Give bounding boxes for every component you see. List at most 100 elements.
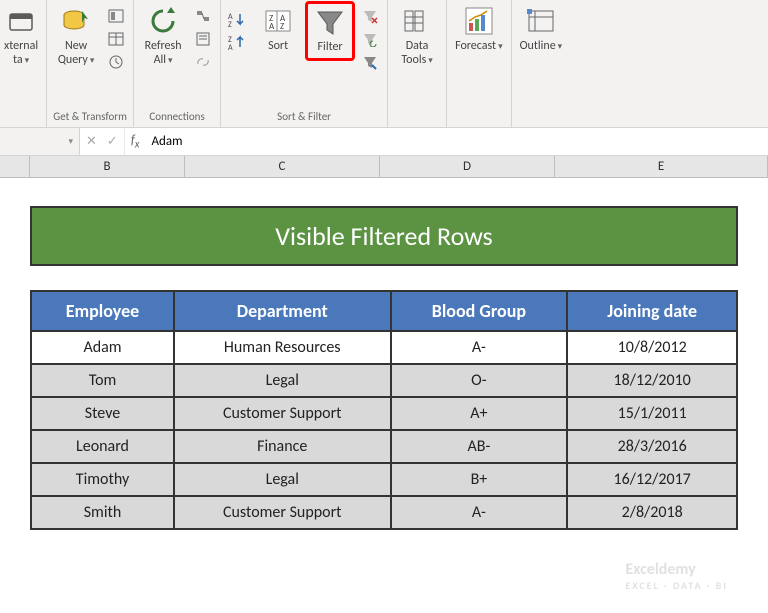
outline-icon: [525, 5, 557, 37]
cell[interactable]: AB-: [391, 430, 568, 463]
name-box-dropdown-icon[interactable]: ▾: [68, 136, 73, 147]
external-label-1: xternal: [4, 39, 38, 53]
reapply-button[interactable]: [359, 28, 381, 50]
svg-text:A: A: [228, 43, 233, 52]
cell[interactable]: 2/8/2018: [567, 496, 737, 529]
data-table: Employee Department Blood Group Joining …: [30, 290, 738, 530]
formula-bar: ▾ ✕ ✓ fx Adam: [0, 128, 768, 156]
forecast-button[interactable]: Forecast: [451, 3, 507, 55]
edit-links-button[interactable]: [192, 51, 214, 73]
sort-za-button[interactable]: ZA: [227, 32, 249, 54]
new-query-label-2: Query: [58, 53, 95, 67]
filter-label: Filter: [318, 40, 343, 54]
cell[interactable]: Smith: [31, 496, 174, 529]
group-label-get-transform: Get & Transform: [51, 108, 129, 125]
col-header-b[interactable]: B: [30, 156, 185, 177]
ribbon-group-outline: Outline: [512, 0, 571, 127]
group-label-forecast: [451, 108, 507, 125]
sort-icon: ZAAZ: [262, 5, 294, 37]
external-data-icon: [5, 5, 37, 37]
th-joining: Joining date: [567, 291, 737, 331]
svg-text:Z: Z: [280, 21, 284, 32]
table-row[interactable]: TimothyLegalB+16/12/2017: [31, 463, 737, 496]
formula-value[interactable]: Adam: [145, 134, 768, 149]
cell[interactable]: Customer Support: [174, 496, 391, 529]
group-label-connections: Connections: [138, 108, 216, 125]
outline-label: Outline: [520, 39, 563, 53]
forecast-label: Forecast: [455, 39, 503, 53]
watermark-sub: EXCEL · DATA · BI: [625, 579, 728, 592]
fx-icon[interactable]: fx: [125, 133, 146, 151]
outline-button[interactable]: Outline: [516, 3, 567, 55]
cell[interactable]: Finance: [174, 430, 391, 463]
sort-az-button[interactable]: AZ: [227, 9, 249, 31]
group-label-sort-filter: Sort & Filter: [225, 108, 383, 125]
table-header-row: Employee Department Blood Group Joining …: [31, 291, 737, 331]
cell[interactable]: 15/1/2011: [567, 397, 737, 430]
datatools-label-1: Data: [406, 39, 429, 53]
cell[interactable]: Leonard: [31, 430, 174, 463]
cell[interactable]: Legal: [174, 364, 391, 397]
th-employee: Employee: [31, 291, 174, 331]
data-tools-button[interactable]: DataTools: [392, 3, 442, 70]
cell[interactable]: Timothy: [31, 463, 174, 496]
formula-buttons: ✕ ✓: [80, 128, 125, 155]
group-label-blank: [0, 108, 42, 125]
col-header-a[interactable]: [0, 156, 30, 177]
data-tools-icon: [401, 5, 433, 37]
recent-sources-button[interactable]: [105, 51, 127, 73]
cell[interactable]: A-: [391, 496, 568, 529]
refresh-label-2: All: [154, 53, 173, 67]
filter-button[interactable]: Filter: [305, 1, 355, 61]
sort-button[interactable]: ZAAZ Sort: [253, 3, 303, 55]
col-header-d[interactable]: D: [380, 156, 555, 177]
cell[interactable]: 10/8/2012: [567, 331, 737, 364]
cell[interactable]: Steve: [31, 397, 174, 430]
col-header-c[interactable]: C: [185, 156, 380, 177]
datatools-label-2: Tools: [401, 53, 432, 67]
new-query-button[interactable]: NewQuery: [51, 3, 101, 70]
ribbon-group-external: xternalta: [0, 0, 47, 127]
cell[interactable]: Tom: [31, 364, 174, 397]
col-header-e[interactable]: E: [555, 156, 768, 177]
cell[interactable]: Customer Support: [174, 397, 391, 430]
refresh-label-1: Refresh: [145, 39, 182, 53]
cancel-formula-icon[interactable]: ✕: [86, 134, 97, 149]
refresh-all-button[interactable]: RefreshAll: [138, 3, 188, 70]
cell[interactable]: A-: [391, 331, 568, 364]
table-row[interactable]: AdamHuman ResourcesA-10/8/2012: [31, 331, 737, 364]
table-row[interactable]: SmithCustomer SupportA-2/8/2018: [31, 496, 737, 529]
title-banner: Visible Filtered Rows: [30, 206, 738, 266]
worksheet[interactable]: Visible Filtered Rows Employee Departmen…: [0, 206, 768, 530]
table-row[interactable]: LeonardFinanceAB-28/3/2016: [31, 430, 737, 463]
svg-text:Z: Z: [228, 20, 232, 29]
name-box-input[interactable]: [6, 135, 68, 149]
name-box[interactable]: ▾: [0, 128, 80, 155]
cell[interactable]: 16/12/2017: [567, 463, 737, 496]
new-query-icon: [60, 5, 92, 37]
properties-button[interactable]: [192, 28, 214, 50]
advanced-filter-button[interactable]: [359, 51, 381, 73]
connections-button[interactable]: [192, 5, 214, 27]
external-data-button[interactable]: xternalta: [0, 3, 42, 70]
cell[interactable]: O-: [391, 364, 568, 397]
cell[interactable]: Legal: [174, 463, 391, 496]
ribbon-group-data-tools: DataTools: [388, 0, 447, 127]
table-row[interactable]: SteveCustomer SupportA+15/1/2011: [31, 397, 737, 430]
cell[interactable]: Adam: [31, 331, 174, 364]
table-row[interactable]: TomLegalO-18/12/2010: [31, 364, 737, 397]
enter-formula-icon[interactable]: ✓: [107, 134, 118, 149]
from-table-button[interactable]: [105, 28, 127, 50]
clear-filter-button[interactable]: [359, 5, 381, 27]
cell[interactable]: B+: [391, 463, 568, 496]
query-small-buttons: [103, 3, 129, 75]
cell[interactable]: 18/12/2010: [567, 364, 737, 397]
ribbon-group-connections: RefreshAll Connections: [134, 0, 221, 127]
show-queries-button[interactable]: [105, 5, 127, 27]
cell[interactable]: A+: [391, 397, 568, 430]
ribbon-group-forecast: Forecast: [447, 0, 512, 127]
cell[interactable]: Human Resources: [174, 331, 391, 364]
cell[interactable]: 28/3/2016: [567, 430, 737, 463]
data-table-wrap: Employee Department Blood Group Joining …: [30, 290, 738, 530]
forecast-icon: [463, 5, 495, 37]
